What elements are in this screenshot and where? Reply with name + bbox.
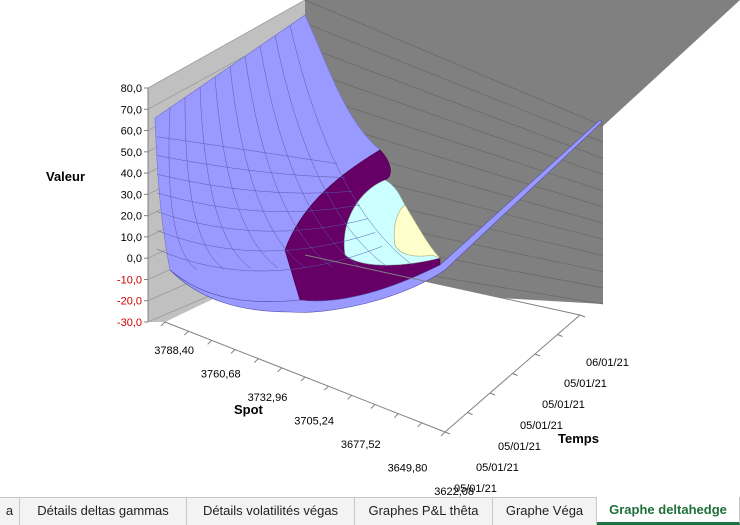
mesh-line: [168, 107, 198, 270]
spot-tick-label: 3732,96: [248, 392, 288, 404]
z-tick-label: 0,0: [127, 253, 142, 265]
mesh-line: [199, 87, 252, 269]
z-tick-label: 50,0: [121, 147, 142, 159]
time-tick-label: 06/01/21: [586, 357, 629, 369]
mesh-line: [156, 136, 338, 164]
z-axis-ticks: 80,0 70,0 60,0 50,0 40,0 30,0 20,0 10,0 0,0 -10,0…: [117, 83, 148, 329]
spot-tick-mark: [253, 358, 259, 364]
time-tick-mark: [489, 392, 496, 396]
time-tick-mark: [579, 314, 586, 318]
mesh-line: [156, 155, 346, 178]
surface-front-edge: [169, 119, 603, 313]
spot-axis-ticks: 3788,40 3760,68 3732,96 3705,24 3677,52 3649,…: [154, 321, 474, 497]
back-gridline: [304, 92, 604, 192]
mesh-line: [274, 35, 387, 267]
spot-tick-label: 3649,80: [388, 463, 428, 475]
time-tick-mark: [512, 373, 518, 376]
surface-chart: 80,0 70,0 60,0 50,0 40,0 30,0 20,0 10,0 0,0 -10,0…: [46, 0, 740, 497]
time-tick-mark: [534, 353, 541, 357]
mesh-line: [214, 76, 279, 269]
back-gridline: [304, 45, 604, 159]
z-tick-label: 40,0: [121, 168, 142, 180]
time-tick-label: 05/01/21: [564, 378, 607, 390]
z-tick-label: 20,0: [121, 211, 142, 223]
time-tick-label: 05/01/21: [498, 441, 541, 453]
z-tick-label: 60,0: [121, 126, 142, 138]
z-tick-label: -20,0: [117, 296, 142, 308]
z-tick-label: 80,0: [121, 83, 142, 95]
sheet-tab[interactable]: Détails volatilités végas: [187, 498, 355, 525]
time-tick-label: 05/01/21: [542, 399, 585, 411]
time-tick-label: 05/01/21: [520, 420, 563, 432]
time-axis-ticks: 06/01/21 05/01/21 05/01/21 05/01/21 05/01/21…: [444, 314, 629, 495]
mesh-line: [229, 66, 306, 268]
z-tick-label: 10,0: [121, 232, 142, 244]
sheet-tab[interactable]: Graphe Véga: [493, 498, 597, 525]
spot-axis-title: Spot: [234, 402, 264, 417]
surface-band-lowest: [393, 204, 441, 259]
sheet-tab[interactable]: Graphe deltahedge: [597, 497, 740, 525]
spot-tick-mark: [347, 394, 353, 400]
spot-tick-label: 3677,52: [341, 439, 381, 451]
spot-tick-mark: [277, 367, 283, 373]
spot-tick-label: 3705,24: [294, 416, 334, 428]
mesh-line: [156, 174, 353, 194]
mesh-line: [156, 230, 376, 252]
z-axis-title: Valeur: [46, 169, 85, 184]
back-gridline: [304, 69, 604, 175]
z-tick-label: 70,0: [121, 104, 142, 116]
mesh-line: [289, 25, 414, 266]
time-tick-label: 05/01/21: [476, 462, 519, 474]
spot-tick-mark: [160, 321, 166, 327]
mesh-line: [156, 246, 383, 272]
spot-tick-mark: [323, 385, 329, 391]
mesh-line: [184, 97, 225, 270]
time-axis-title: Temps: [558, 431, 599, 446]
side-gridline: [147, 0, 306, 89]
spot-tick-mark: [393, 413, 399, 419]
mesh-line: [259, 45, 360, 267]
spot-tick-mark: [417, 422, 423, 428]
time-tick-mark: [444, 431, 451, 435]
spot-tick-label: 3622,08: [434, 486, 474, 497]
z-tick-label: -10,0: [117, 274, 142, 286]
sheet-tab-bar: a Détails deltas gammas Détails volatilité…: [0, 497, 740, 525]
surface-mesh: [156, 25, 414, 272]
spot-tick-mark: [183, 330, 189, 336]
chart-area: 80,0 70,0 60,0 50,0 40,0 30,0 20,0 10,0 0,0 -10,0…: [46, 0, 740, 497]
back-gridline: [304, 0, 604, 127]
spot-tick-mark: [440, 431, 446, 437]
floor-back-line: [304, 254, 581, 316]
spot-tick-label: 3788,40: [154, 345, 194, 357]
z-tick-label: 30,0: [121, 189, 142, 201]
spot-tick-mark: [230, 349, 236, 354]
time-tick-label: 05/01/21: [454, 483, 497, 495]
spot-tick-mark: [370, 404, 376, 409]
sheet-tab[interactable]: Détails deltas gammas: [20, 498, 187, 525]
time-tick-mark: [557, 334, 563, 337]
spot-tick-mark: [207, 339, 213, 345]
z-tick-label: -30,0: [117, 317, 142, 329]
sheet-tab[interactable]: Graphes P&L thêta: [355, 498, 493, 525]
time-tick-mark: [467, 412, 473, 415]
mesh-line: [156, 192, 361, 212]
spot-tick-mark: [300, 376, 306, 382]
sheet-tab[interactable]: a: [0, 498, 20, 525]
back-gridline: [304, 22, 604, 143]
mesh-line: [156, 211, 368, 232]
mesh-line: [244, 56, 333, 268]
spot-tick-label: 3760,68: [201, 369, 241, 381]
